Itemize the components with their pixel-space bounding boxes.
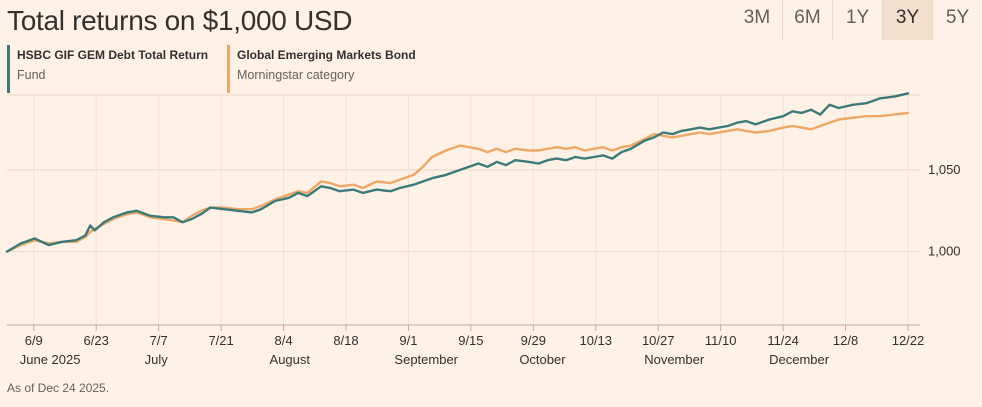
x-tick-label-14: 12/22 [892, 333, 925, 348]
x-tick-label-3: 7/21 [208, 333, 233, 348]
y-tick-label-0: 1,000 [928, 244, 961, 259]
x-tick-label-13: 12/8 [833, 333, 858, 348]
x-tick-label-10: 10/27 [642, 333, 675, 348]
x-month-label-8: October [519, 352, 566, 367]
x-tick-label-7: 9/15 [458, 333, 483, 348]
x-month-label-2: July [145, 352, 169, 367]
x-tick-label-0: 6/9 [25, 333, 43, 348]
range-tab-5y[interactable]: 5Y [932, 0, 982, 40]
as-of-note: As of Dec 24 2025. [7, 381, 110, 395]
x-month-label-4: August [270, 352, 311, 367]
x-tick-label-8: 9/29 [521, 333, 546, 348]
range-tab-1y[interactable]: 1Y [832, 0, 882, 40]
x-tick-label-12: 11/24 [767, 333, 799, 348]
x-tick-label-1: 6/23 [84, 333, 109, 348]
x-month-label-0: June 2025 [20, 352, 81, 367]
x-month-label-12: December [769, 352, 830, 367]
range-tab-3m[interactable]: 3M [743, 7, 771, 28]
x-tick-label-11: 11/10 [705, 333, 737, 348]
series-line-0 [5, 92, 910, 253]
legend-name-fund: HSBC GIF GEM Debt Total Return [17, 48, 209, 62]
series-line-1 [5, 111, 910, 253]
x-month-label-6: September [394, 352, 458, 367]
legend-sub-category: Morningstar category [237, 68, 355, 82]
x-tick-label-9: 10/13 [579, 333, 612, 348]
x-tick-label-4: 8/4 [275, 333, 293, 348]
legend-name-category: Global Emerging Markets Bond [237, 48, 416, 62]
range-tabs: 3M 6M 1Y 3Y 5Y [732, 0, 982, 40]
y-tick-label-1: 1,050 [928, 162, 961, 177]
x-tick-label-2: 7/7 [150, 333, 168, 348]
x-month-label-10: November [644, 352, 705, 367]
x-tick-label-6: 9/1 [399, 333, 417, 348]
range-tab-3y[interactable]: 3Y [882, 0, 932, 40]
legend-swatch-fund [7, 45, 10, 93]
legend-sub-fund: Fund [17, 68, 46, 82]
legend-swatch-category [227, 45, 230, 93]
x-tick-label-5: 8/18 [333, 333, 358, 348]
chart-title: Total returns on $1,000 USD [7, 5, 353, 36]
range-tab-6m[interactable]: 6M [782, 0, 832, 40]
